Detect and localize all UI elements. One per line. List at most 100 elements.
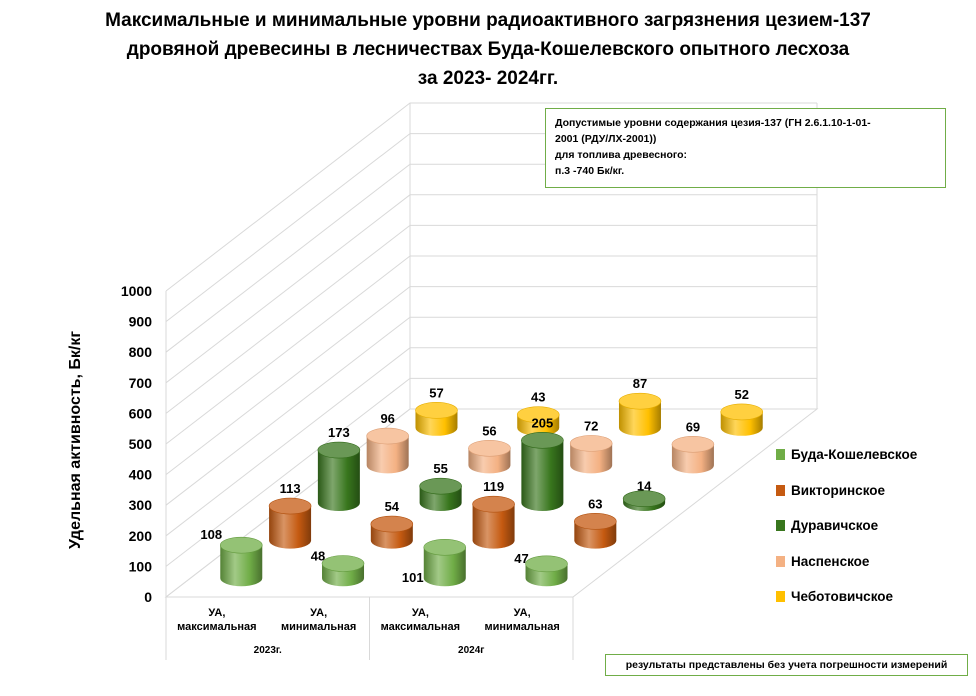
y-tick-label: 200 bbox=[129, 528, 153, 544]
title-line-2: дровяной древесины в лесничествах Буда-К… bbox=[126, 39, 850, 60]
bar bbox=[423, 538, 467, 587]
bar-top bbox=[521, 431, 564, 449]
data-labels: 57 43 87 52 96 56 72 69 173 55 205 14 113 54 119 63 108 4… bbox=[200, 376, 749, 585]
bar bbox=[671, 435, 715, 474]
data-label: 47 bbox=[514, 551, 528, 566]
bar-body bbox=[472, 504, 515, 549]
x-group-label: 2024г bbox=[458, 645, 484, 656]
footnote: результаты представлены без учета погреш… bbox=[605, 654, 968, 676]
bar bbox=[618, 392, 662, 436]
data-label: 87 bbox=[633, 376, 647, 391]
bar-top bbox=[622, 490, 666, 508]
legend-item: Викторинское bbox=[776, 482, 885, 500]
bar-top bbox=[472, 495, 515, 513]
bar-body bbox=[570, 443, 613, 474]
bar-body bbox=[671, 444, 714, 474]
bar-top bbox=[671, 435, 715, 453]
gridline bbox=[165, 163, 817, 353]
legend-label: Чеботовичское bbox=[791, 589, 894, 604]
bar-top bbox=[516, 406, 560, 423]
bar-top bbox=[423, 538, 467, 556]
x-tick-label: УА, bbox=[310, 607, 327, 619]
legend-label: Дуравичское bbox=[791, 518, 879, 533]
legend-swatch bbox=[776, 449, 785, 460]
bar-top bbox=[370, 515, 414, 533]
data-label: 54 bbox=[385, 499, 400, 514]
data-label: 101 bbox=[402, 570, 424, 585]
bar bbox=[525, 555, 568, 587]
bar bbox=[569, 435, 613, 474]
bar bbox=[516, 406, 560, 436]
bar-top bbox=[321, 555, 365, 572]
bar-body bbox=[618, 401, 661, 436]
chart-title: Максимальные и минимальные уровни радиоа… bbox=[0, 6, 976, 93]
title-line-3: за 2023- 2024гг. bbox=[417, 68, 559, 89]
y-axis-title: Удельная активность, Бк/кг bbox=[67, 331, 84, 549]
data-label: 43 bbox=[531, 390, 545, 405]
bar-top bbox=[268, 497, 312, 515]
data-label: 119 bbox=[483, 479, 504, 494]
gridline bbox=[165, 194, 817, 384]
bar-top bbox=[468, 439, 511, 457]
gridline bbox=[165, 224, 817, 414]
norm-line-4: п.3 -740 Бк/кг. bbox=[555, 165, 625, 177]
x-group-label: 2023г. bbox=[254, 645, 282, 656]
x-tick-label: УА, bbox=[208, 607, 225, 619]
bar-body bbox=[269, 506, 312, 549]
bar bbox=[366, 427, 409, 474]
legend-swatch bbox=[776, 484, 785, 496]
bar bbox=[370, 515, 414, 549]
data-label: 173 bbox=[328, 425, 350, 440]
bar-top bbox=[525, 555, 568, 573]
legend-item: Дуравичское bbox=[776, 517, 878, 535]
data-label: 108 bbox=[200, 527, 222, 542]
bar bbox=[622, 490, 666, 511]
x-tick-label: УА, bbox=[514, 607, 531, 619]
bar bbox=[468, 439, 511, 474]
legend-swatch bbox=[776, 591, 785, 602]
y-tick-label: 1000 bbox=[121, 283, 152, 299]
bar-top bbox=[720, 403, 764, 421]
data-label: 48 bbox=[311, 549, 325, 564]
bar-body bbox=[521, 440, 564, 511]
y-tick-label: 400 bbox=[129, 467, 153, 483]
bar-body bbox=[366, 436, 409, 474]
x-tick-label: максимальная bbox=[177, 621, 256, 633]
legend-label: Буда-Кошелевское bbox=[791, 447, 918, 462]
legend-label: Наспенское bbox=[791, 553, 870, 569]
axes: 0 100 200 300 400 500 600 700 800 900 1000 УА, макси… bbox=[121, 283, 574, 660]
bar-top bbox=[574, 513, 617, 530]
x-tick-label: максимальная bbox=[381, 621, 460, 633]
bar bbox=[574, 513, 617, 549]
gridline bbox=[165, 255, 817, 445]
bar-top bbox=[618, 392, 662, 410]
data-label: 96 bbox=[380, 411, 394, 426]
bar-body bbox=[220, 545, 263, 587]
bars bbox=[219, 392, 764, 587]
bar bbox=[419, 477, 462, 511]
gridline bbox=[165, 316, 817, 506]
data-label: 14 bbox=[637, 479, 652, 494]
y-tick-label: 300 bbox=[129, 497, 153, 513]
x-tick-label: УА, bbox=[412, 607, 429, 619]
y-tick-label: 700 bbox=[129, 375, 153, 391]
title-line-1: Максимальные и минимальные уровни радиоа… bbox=[105, 10, 871, 31]
y-tick-label: 100 bbox=[129, 558, 153, 574]
grid bbox=[164, 102, 819, 598]
bar bbox=[321, 555, 365, 587]
y-tick-label: 0 bbox=[144, 589, 152, 605]
legend-label: Викторинское bbox=[791, 482, 886, 498]
norm-line-2: 2001 (РДУ/ЛХ-2001)) bbox=[555, 133, 657, 145]
bar-top bbox=[366, 427, 409, 445]
bar bbox=[415, 402, 458, 436]
data-label: 63 bbox=[588, 496, 602, 511]
data-label: 205 bbox=[532, 415, 554, 430]
bar bbox=[317, 441, 361, 511]
legend-item: Чеботовичское bbox=[776, 588, 893, 606]
x-tick-label: минимальная bbox=[281, 621, 356, 633]
data-label: 55 bbox=[433, 461, 447, 476]
y-tick-label: 600 bbox=[129, 405, 153, 421]
bar-top bbox=[569, 435, 613, 452]
data-label: 69 bbox=[686, 419, 700, 434]
